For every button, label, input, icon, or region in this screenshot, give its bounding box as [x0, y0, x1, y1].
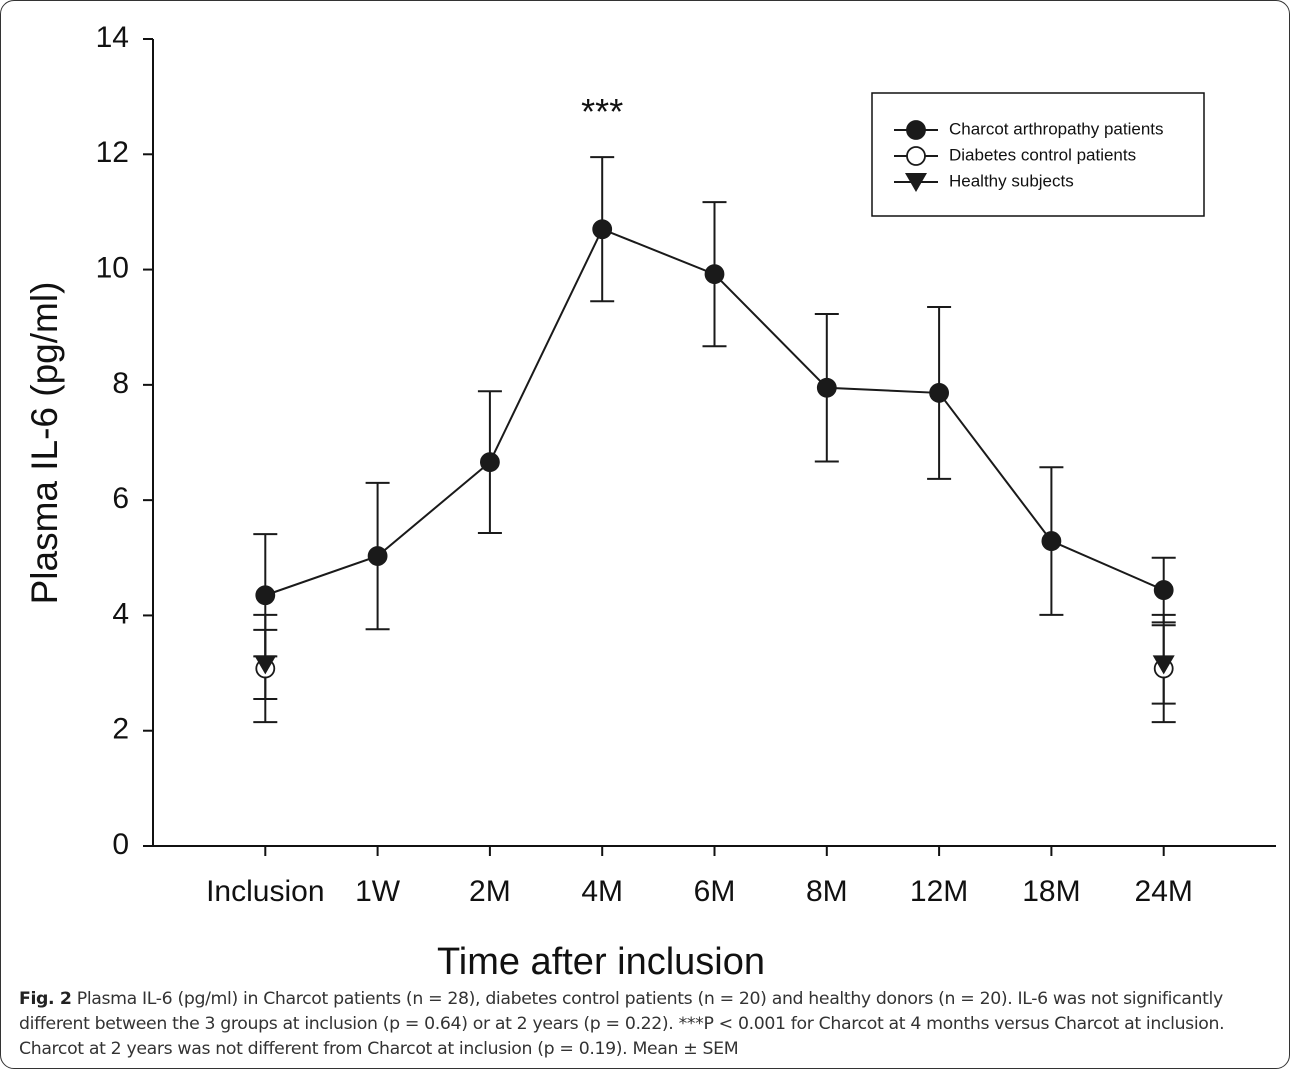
y-tick-label: 4: [112, 597, 129, 630]
chart: Time after inclusion Plasma IL-6 (pg/ml)…: [24, 21, 1276, 981]
data-point: [367, 546, 388, 566]
y-tick-label: 2: [112, 713, 129, 746]
data-point: [255, 585, 276, 606]
legend-marker: [905, 173, 927, 192]
x-tick-label: Inclusion: [206, 875, 324, 908]
legend-label: Diabetes control patients: [949, 145, 1136, 164]
x-tick-label: 2M: [469, 875, 511, 908]
y-tick-label: 6: [112, 482, 129, 515]
x-tick-label: 4M: [581, 875, 623, 908]
data-point: [592, 219, 613, 240]
x-tick-label: 8M: [806, 875, 848, 908]
legend-marker: [906, 146, 926, 166]
data-point: [929, 383, 949, 403]
data-point: [816, 377, 837, 398]
caption-text: Plasma IL-6 (pg/ml) in Charcot patients …: [19, 989, 1225, 1059]
y-tick-label: 12: [96, 136, 129, 169]
annotation: ***: [581, 91, 623, 132]
data-point: [479, 452, 500, 472]
data-point: [1153, 580, 1174, 600]
legend-marker: [906, 120, 926, 140]
y-tick-label: 10: [96, 251, 129, 284]
legend-label: Charcot arthropathy patients: [949, 119, 1164, 138]
legend-label: Healthy subjects: [949, 171, 1074, 190]
y-tick-label: 14: [96, 21, 129, 54]
y-axis-title: Plasma IL-6 (pg/ml): [24, 282, 65, 605]
y-tick-label: 8: [112, 367, 129, 400]
x-tick-label: 12M: [910, 875, 968, 908]
data-point: [704, 264, 725, 285]
x-tick-label: 6M: [694, 875, 736, 908]
x-axis-title: Time after inclusion: [437, 941, 765, 981]
x-tick-label: 24M: [1135, 875, 1193, 908]
data-point: [1041, 531, 1062, 551]
x-tick-label: 1W: [355, 875, 401, 908]
data-point: [1152, 655, 1175, 675]
legend-box: [871, 92, 1205, 217]
y-tick-label: 0: [112, 828, 129, 861]
x-tick-label: 18M: [1022, 875, 1080, 908]
caption-label: Fig. 2: [19, 989, 72, 1009]
caption: Fig. 2 Plasma IL-6 (pg/ml) in Charcot pa…: [19, 987, 1277, 1062]
data-point: [254, 655, 277, 675]
